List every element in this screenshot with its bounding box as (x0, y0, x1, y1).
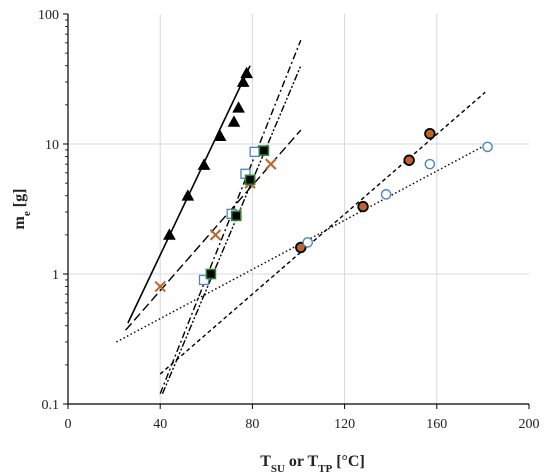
filled-square-marker (205, 268, 217, 280)
x-tick-label: 80 (245, 417, 259, 432)
cross-marker (154, 280, 166, 293)
y-axis-title: me [g] (11, 189, 33, 230)
x-tick-label: 120 (334, 417, 355, 432)
open-circle-marker (302, 237, 314, 248)
y-tick-label: 0.1 (42, 398, 60, 413)
filled-square-marker (230, 210, 242, 222)
open-circle-marker (482, 141, 493, 153)
y-tick-label: 100 (38, 8, 59, 23)
triangle-marker (236, 75, 250, 87)
open-square-marker (198, 274, 210, 286)
triangle-marker (181, 189, 195, 201)
filled-circle-marker (357, 200, 369, 213)
x-tick-label: 40 (153, 417, 167, 432)
filled-circle-marker (424, 128, 436, 140)
open-square-marker (249, 146, 260, 158)
gridlines (68, 14, 529, 404)
cross-marker-stroke (209, 229, 222, 241)
plot-area (68, 14, 529, 404)
cross-marker (209, 229, 222, 241)
y-tick-label: 10 (45, 138, 59, 153)
triangle-marker (232, 101, 245, 113)
open-circle-marker (380, 189, 392, 200)
y-tick-label: 1 (52, 268, 59, 283)
triangle-marker (240, 66, 253, 79)
cross-marker (265, 158, 277, 170)
x-axis-title: TSU or TTP [°C] (260, 453, 365, 475)
triangle-marker (213, 129, 227, 142)
data-points (154, 66, 493, 293)
cross-marker-stroke (265, 158, 277, 170)
open-circle-marker (424, 158, 436, 170)
filled-square-marker (244, 174, 256, 186)
x-tick-label: 200 (519, 417, 540, 432)
cross-marker-stroke (154, 280, 166, 293)
filled-square-marker (258, 145, 270, 156)
triangle-marker (227, 115, 241, 127)
axes (63, 13, 530, 409)
x-tick-label: 160 (426, 417, 447, 432)
tick-labels: 0 40 80 120 160 200 0.1 1 10 100 (38, 8, 540, 432)
triangle-marker (163, 228, 176, 240)
triangle-marker (197, 158, 211, 170)
filled-circle-marker (403, 154, 415, 166)
x-tick-label: 0 (65, 417, 72, 432)
